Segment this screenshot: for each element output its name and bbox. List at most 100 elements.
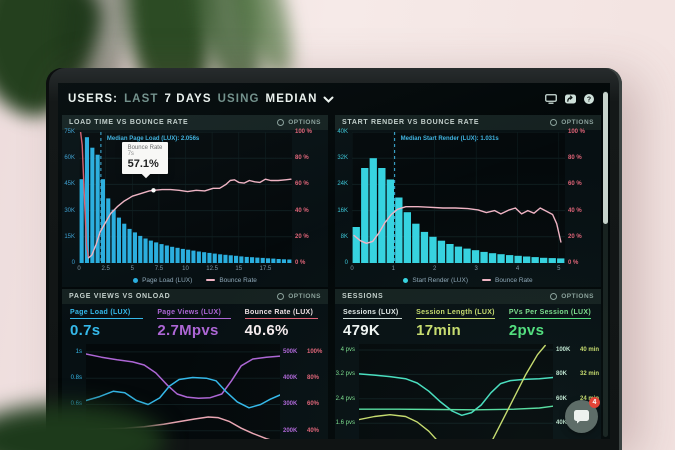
axis-tick: 80 % — [295, 155, 309, 162]
axis-tick: 4 pvs — [340, 347, 355, 354]
y-axis-left: 4 pvs 3.2 pvs 2.4 pvs 1.6 pvs — [335, 344, 359, 439]
scrollbar-thumb[interactable] — [603, 92, 608, 224]
y-axis-right: 100 % 80 % 60 % 40 % 20 % 0 % — [292, 129, 328, 266]
axis-tick: 3 — [474, 266, 478, 272]
chart-legend: Page Load (LUX) Bounce Rate — [62, 274, 328, 286]
axis-tick: 32K — [337, 155, 348, 162]
metrics-row: Page Load (LUX) 0.7s Page Views (LUX) 2.7Mp… — [62, 304, 328, 342]
panel-start-render-vs-bounce-rate: START RENDER VS BOUNCE RATE OPTIONS 40K 3… — [335, 115, 601, 287]
tooltip-subtitle: 7s — [127, 151, 134, 158]
monitor-bezel: USERS: LAST 7 DAYS USING MEDIAN — [46, 68, 622, 450]
chart-canvas — [79, 132, 292, 263]
legend-label: Start Render (LUX) — [412, 276, 469, 284]
axis-tick: 16K — [337, 207, 348, 214]
help-icon[interactable]: ? — [584, 94, 594, 104]
median-annotation: Median Page Load (LUX): 2.056s — [106, 136, 200, 142]
y-axis-left: 40K 32K 24K 16K 8K 0 — [335, 129, 352, 266]
metric-page-load-lux-[interactable]: Page Load (LUX) 0.7s — [70, 309, 144, 342]
chevron-down-icon — [323, 96, 334, 103]
panel-title: SESSIONS — [342, 293, 384, 300]
axis-tick: 60K — [556, 395, 568, 402]
chart-plot[interactable] — [359, 344, 553, 439]
axis-tick: 24K — [337, 181, 348, 188]
metric-page-views-lux-[interactable]: Page Views (LUX) 2.7Mpvs — [157, 309, 231, 342]
panel-title: START RENDER VS BOUNCE RATE — [342, 119, 480, 126]
gear-icon — [550, 119, 558, 126]
axis-tick: 60K — [64, 155, 75, 162]
legend-item[interactable]: Start Render (LUX) — [403, 277, 468, 284]
axis-tick: 0 % — [568, 260, 579, 266]
axis-tick: 500K — [283, 348, 298, 355]
options-button[interactable]: OPTIONS — [277, 293, 321, 300]
axis-tick: 60 % — [568, 181, 582, 188]
metric-pvs-per-session-lux-[interactable]: PVs Per Session (LUX) 2pvs — [508, 309, 591, 342]
display-icon[interactable] — [545, 94, 557, 104]
days-label: 7 DAYS — [164, 93, 212, 105]
metric-session-length-lux-[interactable]: Session Length (LUX) 17min — [416, 309, 495, 342]
metric-value: 17min — [416, 322, 461, 339]
gear-icon — [550, 293, 558, 300]
axis-tick: 100K — [556, 347, 571, 354]
metric-label: PVs Per Session (LUX) — [508, 309, 591, 319]
legend-label: Bounce Rate — [219, 276, 257, 284]
chart-plot[interactable]: Median Start Render (LUX): 1.031s — [352, 132, 565, 263]
metric-value: 2.7Mpvs — [157, 322, 219, 339]
chart-canvas — [359, 344, 553, 439]
axis-tick: 80 % — [568, 155, 582, 162]
axis-tick: 0 — [71, 260, 75, 266]
axis-tick: 45K — [64, 181, 75, 188]
axis-tick: 2.4 pvs — [335, 395, 355, 402]
users-label: USERS: — [68, 93, 119, 105]
x-axis: 0 2.5 5 7.5 10 12.5 15 17.5 — [77, 264, 292, 274]
tooltip-title: Bounce Rate — [127, 145, 163, 152]
chart-plot[interactable]: Median Page Load (LUX): 2.056s Bounce Ra… — [79, 132, 292, 263]
axis-tick: 40 min — [580, 347, 600, 354]
legend-item[interactable]: Bounce Rate — [482, 277, 533, 284]
legend-marker — [133, 277, 139, 283]
chart-canvas — [352, 132, 565, 263]
axis-tick: 5 — [130, 266, 134, 272]
axis-tick: 300K — [283, 401, 298, 408]
axis-tick: 1.6 pvs — [335, 420, 355, 427]
users-filter-dropdown[interactable]: USERS: LAST 7 DAYS USING MEDIAN — [68, 93, 334, 105]
chat-widget-button[interactable]: 4 — [565, 397, 600, 433]
axis-tick: 0 — [350, 266, 354, 272]
svg-text:?: ? — [587, 96, 591, 103]
y-axis-left: 75K 60K 45K 30K 15K 0 — [62, 129, 79, 266]
legend-label: Bounce Rate — [495, 276, 533, 284]
options-button[interactable]: OPTIONS — [277, 119, 321, 126]
axis-tick: 40K — [556, 420, 568, 427]
axis-tick: 20 % — [568, 233, 582, 240]
metric-value: 0.7s — [70, 322, 101, 339]
legend-item[interactable]: Bounce Rate — [206, 277, 257, 284]
y-axis-right: 100 % 80 % 60 % 40 % 20 % 0 % — [565, 129, 601, 266]
metric-label: Sessions (LUX) — [343, 309, 403, 319]
chart-tooltip: Bounce Rate 7s 57.1% — [121, 142, 169, 175]
axis-tick: 100 % — [295, 129, 313, 135]
metric-sessions-lux-[interactable]: Sessions (LUX) 479K — [343, 309, 403, 342]
axis-tick: 200K — [283, 427, 298, 434]
legend-marker — [206, 279, 216, 281]
x-axis: 0 1 2 3 4 5 — [350, 264, 565, 274]
topbar-icons: ? — [545, 94, 594, 104]
axis-tick: 80K — [556, 371, 568, 378]
metric-bounce-rate-lux-[interactable]: Bounce Rate (LUX) 40.6% — [244, 309, 318, 342]
panel-title: LOAD TIME VS BOUNCE RATE — [69, 119, 189, 126]
axis-tick: 12.5 — [206, 266, 218, 272]
legend-marker — [482, 279, 492, 281]
axis-tick: 0 — [344, 260, 348, 266]
axis-tick: 3.2 pvs — [335, 371, 355, 378]
options-button[interactable]: OPTIONS — [550, 119, 594, 126]
axis-tick: 15 — [235, 266, 243, 272]
axis-tick: 2 — [432, 266, 437, 272]
axis-tick: 8K — [340, 233, 348, 240]
share-icon[interactable] — [565, 94, 576, 104]
metric-label: Page Views (LUX) — [157, 309, 231, 319]
options-button[interactable]: OPTIONS — [550, 293, 594, 300]
options-label: OPTIONS — [288, 119, 321, 126]
legend-item[interactable]: Page Load (LUX) — [133, 277, 192, 284]
scrollbar-track[interactable] — [603, 91, 608, 437]
metric-label: Bounce Rate (LUX) — [244, 309, 318, 319]
legend-marker — [403, 277, 409, 283]
